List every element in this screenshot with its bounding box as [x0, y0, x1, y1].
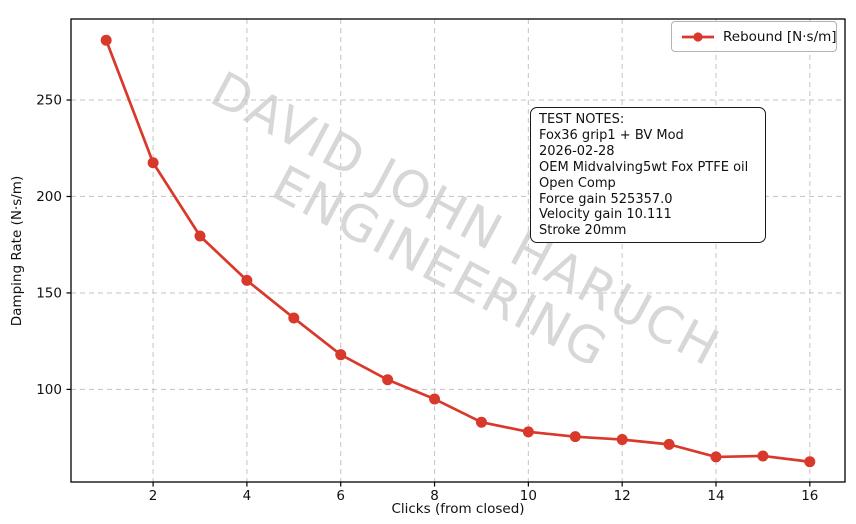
data-point	[382, 374, 394, 386]
x-tick-label: 6	[336, 488, 345, 504]
data-point	[616, 434, 628, 446]
plot-border	[70, 18, 846, 483]
notes-line: OEM Midvalving5wt Fox PTFE oil	[539, 159, 749, 175]
y-tick-label: 150	[36, 285, 62, 301]
data-point	[475, 416, 487, 428]
legend-line-marker-icon	[681, 31, 715, 43]
data-point	[569, 431, 581, 443]
series-line	[104, 39, 810, 464]
data-point	[194, 230, 206, 242]
x-axis-label: Clicks (from closed)	[391, 501, 525, 517]
data-point	[429, 393, 441, 405]
x-tick-label: 14	[707, 488, 724, 504]
x-tick-label: 12	[614, 488, 631, 504]
data-point	[288, 312, 300, 324]
data-point	[757, 450, 769, 462]
data-point	[147, 157, 159, 169]
y-axis-label: Damping Rate (N·s/m)	[9, 175, 25, 327]
legend-label: Rebound [N·s/m]	[723, 28, 837, 45]
y-tick-label: 250	[36, 93, 62, 109]
data-point	[710, 451, 722, 463]
x-tick-label: 4	[243, 488, 252, 504]
notes-line: Fox36 grip1 + BV Mod	[539, 127, 684, 143]
data-point	[663, 438, 675, 450]
data-point	[241, 274, 253, 286]
notes-line: Stroke 20mm	[539, 223, 627, 239]
y-tick-label: 100	[36, 382, 62, 398]
data-point	[335, 349, 347, 361]
x-tick-label: 16	[801, 488, 818, 504]
x-tick-label: 10	[520, 488, 537, 504]
legend: Rebound [N·s/m]	[671, 21, 837, 52]
notes-line: Velocity gain 10.111	[539, 207, 672, 223]
notes-line: TEST NOTES:	[539, 112, 625, 127]
test-notes-box: TEST NOTES: Fox36 grip1 + BV Mod 2026-02…	[530, 107, 766, 243]
data-point	[804, 456, 816, 468]
notes-line: 2026-02-28	[539, 143, 615, 159]
data-point	[100, 34, 112, 46]
notes-line: Force gain 525357.0	[539, 191, 673, 207]
notes-line: Open Comp	[539, 175, 616, 191]
x-tick-label: 2	[149, 488, 158, 504]
y-tick-label: 200	[36, 189, 62, 205]
x-tick-label: 8	[430, 488, 439, 504]
data-point	[522, 426, 534, 438]
